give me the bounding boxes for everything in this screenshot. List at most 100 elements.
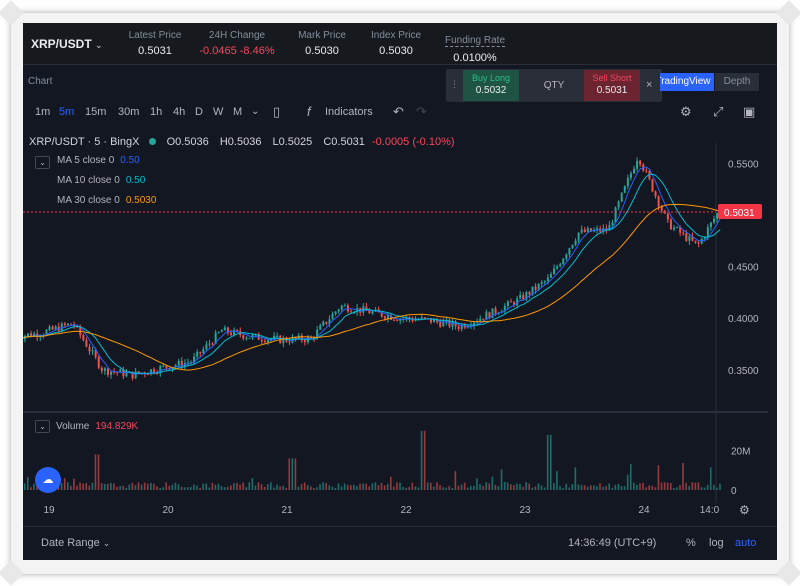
candle-body — [473, 322, 476, 326]
volume-bar — [150, 482, 152, 490]
volume-bar — [399, 482, 401, 490]
candle-body — [654, 191, 657, 197]
volume-bar — [596, 486, 598, 490]
candle-body — [660, 206, 663, 211]
volume-bar — [134, 485, 137, 490]
tab-tradingview[interactable]: TradingView — [660, 73, 714, 91]
fullscreen-icon[interactable]: ⤢ — [713, 104, 724, 119]
volume-bar — [556, 471, 558, 490]
auto-scale-button[interactable]: auto — [735, 537, 757, 549]
tab-label: TradingView — [660, 76, 711, 87]
timeframe-m[interactable]: M — [233, 106, 243, 118]
volume-bar — [230, 485, 232, 490]
candle-body — [608, 225, 611, 231]
volume-bar — [651, 485, 654, 490]
candle-body — [716, 213, 719, 219]
candlestick-icon[interactable]: ▯ — [273, 104, 281, 119]
date-range-button[interactable]: Date Range ⌄ — [41, 537, 110, 549]
candle-body — [220, 330, 223, 333]
volume-bar — [356, 485, 358, 490]
volume-bar — [448, 486, 451, 490]
sell-short-button[interactable]: Sell Short 0.5031 — [584, 70, 640, 101]
candle-body — [88, 346, 91, 352]
volume-bar — [122, 485, 124, 490]
redo-icon[interactable]: ↷ — [416, 104, 427, 119]
log-scale-button[interactable]: log — [709, 537, 724, 549]
tradingview-logo-icon[interactable]: ☁ — [35, 467, 61, 493]
chevron-down-icon[interactable]: ⌄ — [251, 106, 260, 117]
collapse-legend-button[interactable]: ⌄ — [35, 156, 50, 169]
candle-body — [666, 213, 669, 220]
volume-bar — [103, 483, 106, 490]
drag-handle-icon[interactable]: ⋮⋮ — [450, 79, 468, 89]
candle-body — [485, 312, 488, 320]
candle-body — [571, 244, 574, 249]
candle-body — [528, 292, 531, 295]
candle-body — [91, 350, 94, 352]
volume-bar — [540, 485, 543, 490]
price-chart[interactable]: 0.5500 0.4500 0.4000 0.3500 20M 0 19 20 21 22 23 24… — [23, 23, 777, 526]
volume-bar — [371, 483, 374, 490]
timeframe-4h[interactable]: 4h — [173, 106, 186, 118]
volume-bar — [605, 486, 607, 490]
candle-body — [522, 295, 525, 300]
volume-bar — [322, 482, 324, 490]
tab-depth[interactable]: Depth — [715, 73, 759, 91]
timeframe-15m[interactable]: 15m — [85, 106, 107, 118]
percent-scale-button[interactable]: % — [686, 537, 696, 549]
symbol-selector[interactable]: XRP/USDT ⌄ — [31, 37, 103, 51]
volume-bar — [402, 486, 404, 490]
chart-section-label: Chart — [28, 76, 53, 87]
candle-body — [288, 341, 291, 343]
volume-bar — [217, 483, 220, 490]
timeframe-d[interactable]: D — [195, 106, 203, 118]
volume-bar — [193, 484, 195, 490]
volume-bar — [168, 485, 171, 490]
timeframe-w[interactable]: W — [213, 106, 224, 118]
volume-bar — [543, 487, 546, 490]
ma-label: MA 10 close 0 — [57, 175, 120, 186]
candle-body — [245, 337, 248, 339]
volume-bar — [23, 483, 26, 490]
volume-bar — [177, 484, 180, 490]
function-icon[interactable]: f — [307, 104, 311, 119]
volume-bar — [629, 464, 632, 490]
qty-input[interactable]: QTY — [543, 80, 565, 91]
volume-bar — [703, 487, 706, 490]
volume-bar — [691, 482, 694, 490]
undo-icon[interactable]: ↶ — [393, 104, 404, 119]
candle-body — [546, 277, 549, 282]
timeframe-1m[interactable]: 1m — [35, 106, 51, 118]
candle-body — [639, 160, 642, 165]
timeframe-1h[interactable]: 1h — [150, 106, 163, 118]
candle-body — [325, 321, 328, 324]
buy-long-button[interactable]: Buy Long 0.5032 — [463, 70, 519, 101]
volume-bar — [654, 487, 657, 490]
collapse-volume-button[interactable]: ⌄ — [35, 420, 50, 433]
volume-bar — [297, 486, 300, 490]
gear-icon[interactable]: ⚙ — [680, 104, 692, 119]
ma-value: 0.50 — [120, 155, 140, 166]
volume-bar — [580, 485, 583, 490]
candle-body — [506, 301, 509, 307]
price-tick-label: 0.5500 — [728, 160, 759, 171]
candle-body — [162, 365, 165, 367]
timeframe-30m[interactable]: 30m — [118, 106, 140, 118]
volume-tick-label: 0 — [731, 486, 737, 497]
camera-icon[interactable]: ▣ — [743, 104, 756, 119]
candle-body — [553, 268, 556, 275]
close-icon[interactable]: × — [646, 79, 653, 91]
indicators-button[interactable]: Indicators — [325, 106, 373, 118]
candle-body — [479, 318, 482, 322]
volume-bar — [257, 482, 260, 490]
candle-body — [709, 222, 712, 228]
stat-value: -0.0465 -8.46% — [199, 45, 275, 57]
volume-bar — [599, 483, 601, 490]
volume-bar — [460, 484, 463, 490]
stat-funding-rate[interactable]: Funding Rate 0.0100% — [433, 30, 517, 64]
volume-bar — [565, 483, 567, 490]
timeframe-5m[interactable]: 5m — [59, 106, 75, 118]
price-tick-label: 0.4000 — [728, 314, 759, 325]
time-tick-label: 14:0 — [700, 505, 720, 516]
volume-bar — [63, 478, 66, 490]
